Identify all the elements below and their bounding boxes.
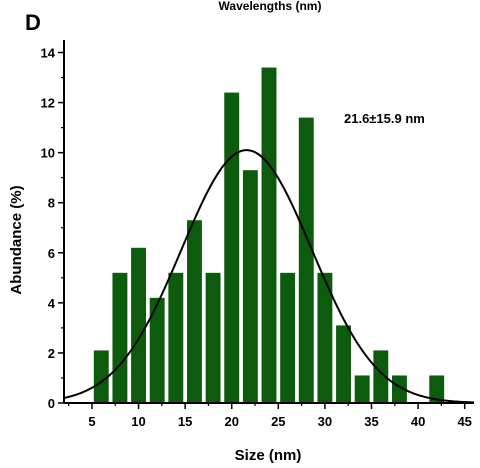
axes-layer: 0 2 4 6 8 10 12 14 5 10 15 20 25 30 35 40 45 xyxy=(41,40,474,429)
x-tick-label: 35 xyxy=(364,414,378,429)
mean-annotation: 21.6±15.9 nm xyxy=(344,111,425,126)
fit-curve-layer xyxy=(63,149,475,404)
top-title: Wavelengths (nm) xyxy=(219,0,322,13)
y-tick-label: 10 xyxy=(41,146,55,161)
histogram-bar xyxy=(205,272,221,403)
gaussian-fit-curve xyxy=(63,149,475,404)
x-tick-label: 10 xyxy=(131,414,145,429)
y-tick-label: 6 xyxy=(48,246,55,261)
x-tick-label: 30 xyxy=(318,414,332,429)
histogram-bar xyxy=(354,375,370,403)
y-tick-label: 12 xyxy=(41,96,55,111)
x-tick-label: 20 xyxy=(224,414,238,429)
histogram-bar xyxy=(93,350,109,403)
y-axis-title: Abundance (%) xyxy=(8,185,25,294)
histogram-bar xyxy=(373,350,389,403)
x-axis-title: Size (nm) xyxy=(235,447,302,464)
histogram-bar xyxy=(112,272,128,403)
histogram-bar xyxy=(298,117,314,403)
histogram-bar xyxy=(224,92,240,403)
y-tick-label: 0 xyxy=(48,396,55,411)
histogram-bar xyxy=(280,272,296,403)
histogram-bar xyxy=(187,220,202,403)
x-tick-label: 45 xyxy=(457,414,471,429)
bars-layer xyxy=(93,67,445,403)
x-tick-label: 25 xyxy=(271,414,285,429)
y-tick-label: 4 xyxy=(48,296,56,311)
panel-label: D xyxy=(25,10,41,35)
histogram-bar xyxy=(242,170,258,403)
histogram-bar xyxy=(429,375,445,403)
histogram-bar xyxy=(261,67,277,403)
histogram-bar xyxy=(131,247,146,403)
x-tick-label: 40 xyxy=(411,414,425,429)
x-tick-label: 5 xyxy=(88,414,95,429)
x-tick-label: 15 xyxy=(178,414,192,429)
y-tick-label: 14 xyxy=(41,46,56,61)
histogram-bar xyxy=(392,375,407,403)
histogram-bar xyxy=(336,325,351,403)
histogram-bar xyxy=(317,272,333,403)
y-tick-label: 2 xyxy=(48,346,55,361)
histogram-bar xyxy=(168,272,184,403)
histogram-bar xyxy=(149,297,165,403)
y-tick-label: 8 xyxy=(48,196,55,211)
